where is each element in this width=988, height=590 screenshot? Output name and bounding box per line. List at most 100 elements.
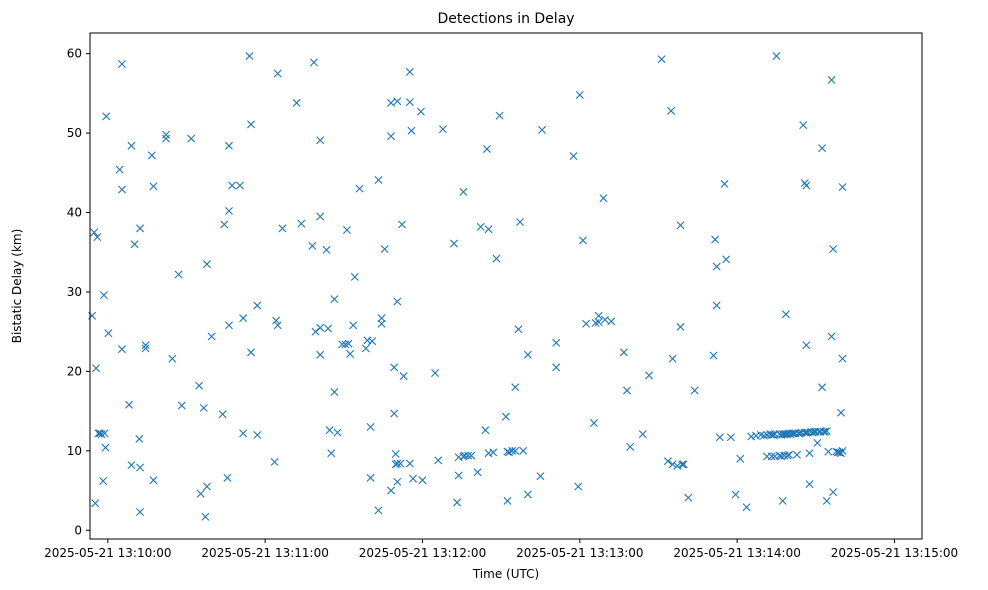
data-point — [792, 450, 801, 459]
data-point — [594, 318, 603, 327]
data-point — [115, 165, 124, 174]
data-point — [92, 364, 101, 373]
data-point — [767, 452, 776, 461]
data-point — [316, 350, 325, 359]
data-point — [297, 219, 306, 228]
data-point — [495, 111, 504, 120]
data-point — [827, 332, 836, 341]
data-point — [104, 329, 113, 338]
data-point — [149, 182, 158, 191]
data-point — [453, 498, 462, 507]
data-point — [711, 235, 720, 244]
data-point — [316, 136, 325, 145]
data-point — [591, 318, 600, 327]
data-point — [355, 184, 364, 193]
data-point — [813, 438, 822, 447]
data-point — [393, 297, 402, 306]
data-point — [663, 457, 672, 466]
data-point — [330, 295, 339, 304]
data-point — [449, 239, 458, 248]
data-point — [684, 493, 693, 502]
x-axis-title: Time (UTC) — [472, 567, 539, 581]
y-axis: 0 10 20 30 40 50 60 — [67, 47, 90, 537]
data-point — [492, 254, 501, 263]
data-point — [657, 55, 666, 64]
data-point — [836, 408, 845, 417]
y-axis-title: Bistatic Delay (km) — [10, 229, 24, 344]
data-point — [552, 363, 561, 372]
data-point — [202, 260, 211, 269]
data-point — [645, 371, 654, 380]
data-point — [374, 506, 383, 515]
data-point — [177, 401, 186, 410]
chart-title: Detections in Delay — [437, 11, 574, 27]
plot-area — [90, 33, 922, 539]
data-point — [519, 446, 528, 455]
data-point — [387, 486, 396, 495]
data-point — [342, 226, 351, 234]
data-point — [118, 185, 126, 194]
data-point — [391, 450, 400, 458]
data-point — [272, 316, 281, 325]
data-point — [368, 337, 377, 346]
data-point — [239, 429, 248, 438]
data-point — [722, 255, 731, 264]
data-point — [97, 430, 106, 439]
data-point — [829, 245, 838, 254]
data-point — [715, 433, 724, 442]
data-point — [756, 430, 765, 439]
data-point — [118, 59, 126, 68]
data-point — [626, 442, 635, 451]
data-point — [333, 428, 342, 437]
data-point — [99, 291, 108, 300]
data-point — [292, 98, 301, 107]
x-axis: 2025-05-21 13:10:00 2025-05-21 13:11:00 20… — [44, 539, 958, 560]
data-point — [538, 125, 547, 134]
data-point — [785, 450, 794, 459]
data-point — [638, 430, 647, 439]
data-point — [476, 222, 485, 231]
x-tick-label: 2025-05-21 13:11:00 — [201, 546, 328, 560]
data-point — [800, 179, 809, 188]
data-point — [127, 141, 136, 150]
data-point — [781, 310, 790, 319]
data-point — [805, 480, 814, 489]
data-point — [100, 429, 109, 438]
data-point — [390, 363, 399, 372]
y-tick-label: 0 — [74, 523, 82, 537]
data-point — [247, 120, 255, 129]
data-point — [483, 144, 491, 153]
data-point — [218, 410, 227, 419]
data-point — [224, 206, 233, 215]
data-point — [668, 460, 677, 469]
data-point — [361, 344, 370, 353]
data-point — [366, 423, 375, 431]
data-point — [459, 187, 468, 196]
data-point — [582, 319, 591, 328]
data-point — [316, 212, 325, 221]
x-tick-label: 2025-05-21 13:14:00 — [673, 546, 800, 560]
data-point — [309, 58, 318, 67]
data-point — [247, 348, 255, 357]
data-point — [569, 152, 578, 161]
data-point — [341, 340, 350, 349]
data-point — [460, 451, 469, 460]
data-point — [174, 270, 183, 279]
data-point — [516, 218, 525, 227]
x-tick-label: 2025-05-21 13:13:00 — [516, 546, 643, 560]
data-point — [377, 319, 386, 328]
data-point — [168, 354, 177, 363]
y-tick-label: 10 — [67, 444, 82, 458]
data-point — [322, 245, 331, 254]
data-point — [346, 349, 355, 358]
data-point — [818, 383, 827, 392]
data-point — [676, 221, 685, 230]
data-point — [511, 446, 520, 455]
data-point — [514, 325, 523, 334]
data-point — [594, 311, 603, 320]
y-tick-label: 40 — [67, 206, 82, 220]
data-point — [836, 449, 845, 458]
data-point — [607, 317, 616, 326]
data-point — [767, 430, 776, 439]
data-point — [833, 448, 842, 457]
